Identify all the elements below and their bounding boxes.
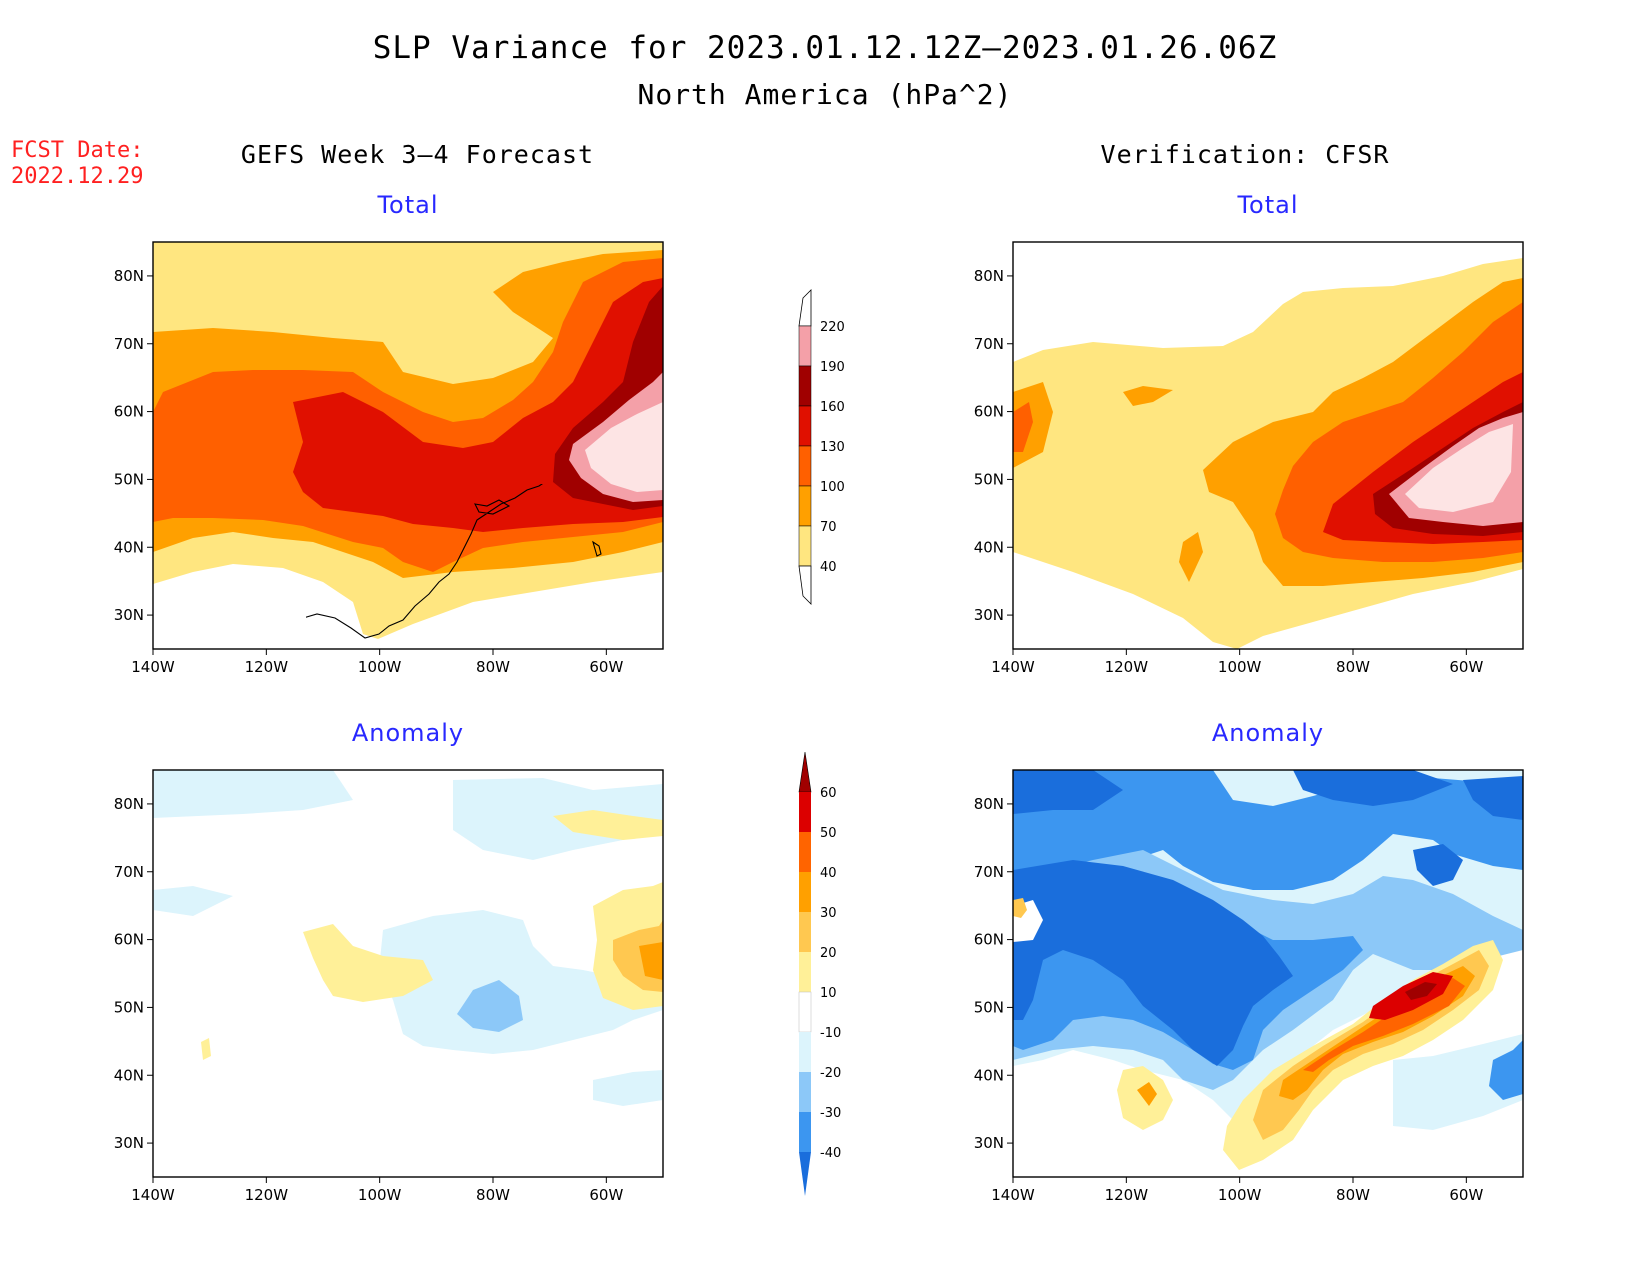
lat-tick-label: 60N <box>974 931 1004 949</box>
lat-tick-label: 40N <box>114 1066 144 1084</box>
lat-tick-label: 80N <box>974 795 1004 813</box>
lon-tick-label: 120W <box>245 658 289 676</box>
lat-tick-label: 60N <box>974 403 1004 421</box>
chart-title: SLP Variance for 2023.01.12.12Z–2023.01.… <box>372 30 1278 66</box>
lon-tick-label: 60W <box>589 658 623 676</box>
lat-tick-label: 70N <box>114 335 144 353</box>
colorbar-anomaly-tick: -10 <box>820 1026 841 1041</box>
map-frame-verification-anomaly <box>1012 769 1524 1178</box>
colorbar-total-tick: 160 <box>820 400 845 415</box>
colorbar-anomaly-tick: -30 <box>820 1106 841 1121</box>
lat-tick-label: 40N <box>974 1066 1004 1084</box>
lon-tick-label: 120W <box>1105 658 1149 676</box>
lon-tick-label: 140W <box>131 658 175 676</box>
lon-tick-label: 120W <box>245 1186 289 1204</box>
lat-tick-label: 70N <box>974 863 1004 881</box>
lon-tick-label: 120W <box>1105 1186 1149 1204</box>
lon-tick-label: 100W <box>1218 658 1262 676</box>
lat-tick-label: 60N <box>114 403 144 421</box>
colorbar-anomaly: 60 50 40 30 20 10 -10 -20 -30 -40 <box>798 751 841 1196</box>
lon-tick-label: 140W <box>131 1186 175 1204</box>
lon-tick-label: 60W <box>1449 658 1483 676</box>
map-axes: 80N 70N 60N 50N 40N 30N 140W 120W 100W 80W 60W 80N 7… <box>114 241 1524 1204</box>
colorbar-anomaly-tick: 20 <box>820 946 837 961</box>
lon-tick-label: 140W <box>991 658 1035 676</box>
fcst-date-label: FCST Date: <box>11 138 144 163</box>
map-verification-total <box>1013 242 1523 649</box>
lat-tick-label: 60N <box>114 931 144 949</box>
colorbar-total-tick: 100 <box>820 480 845 495</box>
lon-tick-label: 100W <box>358 1186 402 1204</box>
colorbar-anomaly-tick: 40 <box>820 866 837 881</box>
lat-tick-label: 80N <box>114 795 144 813</box>
colorbar-total-tick: 130 <box>820 440 845 455</box>
lon-tick-label: 100W <box>358 658 402 676</box>
colorbar-anomaly-tick: 10 <box>820 986 837 1001</box>
lat-tick-label: 50N <box>974 470 1004 488</box>
colorbar-total: 220 190 160 130 100 70 40 <box>798 289 845 605</box>
panel-title-verification-anomaly: Anomaly <box>1211 719 1325 747</box>
colorbar-anomaly-tick: 30 <box>820 906 837 921</box>
lon-tick-label: 80W <box>1336 1186 1370 1204</box>
lon-tick-label: 60W <box>1449 1186 1483 1204</box>
lon-tick-label: 80W <box>476 1186 510 1204</box>
lon-tick-label: 80W <box>476 658 510 676</box>
panel-title-forecast-anomaly: Anomaly <box>351 719 465 747</box>
lat-tick-label: 30N <box>114 1134 144 1152</box>
map-forecast-total <box>153 242 663 649</box>
lat-tick-label: 70N <box>974 335 1004 353</box>
map-frame-forecast-total <box>152 241 664 650</box>
panel-title-verification-total: Total <box>1237 191 1299 219</box>
forecast-column-header: GEFS Week 3–4 Forecast <box>240 140 595 169</box>
map-frame-verification-total <box>1012 241 1524 650</box>
colorbar-anomaly-tick: -40 <box>820 1146 841 1161</box>
lon-tick-label: 140W <box>991 1186 1035 1204</box>
lat-tick-label: 50N <box>114 470 144 488</box>
lat-tick-label: 70N <box>114 863 144 881</box>
lat-tick-label: 80N <box>974 267 1004 285</box>
lat-tick-label: 80N <box>114 267 144 285</box>
chart-subtitle: North America (hPa^2) <box>637 78 1013 111</box>
colorbar-anomaly-tick: -20 <box>820 1066 841 1081</box>
map-frame-forecast-anomaly <box>152 769 664 1178</box>
lat-tick-label: 50N <box>114 998 144 1016</box>
map-forecast-anomaly <box>153 770 663 1177</box>
lat-tick-label: 40N <box>114 538 144 556</box>
lat-tick-label: 30N <box>114 606 144 624</box>
colorbar-anomaly-tick: 60 <box>820 786 837 801</box>
lon-tick-label: 80W <box>1336 658 1370 676</box>
colorbar-anomaly-tick: 50 <box>820 826 837 841</box>
verification-column-header: Verification: CFSR <box>1100 140 1390 169</box>
colorbar-total-tick: 70 <box>820 520 837 535</box>
lat-tick-label: 30N <box>974 1134 1004 1152</box>
colorbar-total-tick: 190 <box>820 360 845 375</box>
lat-tick-label: 30N <box>974 606 1004 624</box>
lat-tick-label: 50N <box>974 998 1004 1016</box>
panel-title-forecast-total: Total <box>377 191 439 219</box>
colorbar-total-tick: 40 <box>820 560 837 575</box>
colorbar-total-tick: 220 <box>820 320 845 335</box>
fcst-date-value: 2022.12.29 <box>11 164 144 189</box>
lon-tick-label: 100W <box>1218 1186 1262 1204</box>
lat-tick-label: 40N <box>974 538 1004 556</box>
lon-tick-label: 60W <box>589 1186 623 1204</box>
map-verification-anomaly <box>1013 770 1523 1177</box>
